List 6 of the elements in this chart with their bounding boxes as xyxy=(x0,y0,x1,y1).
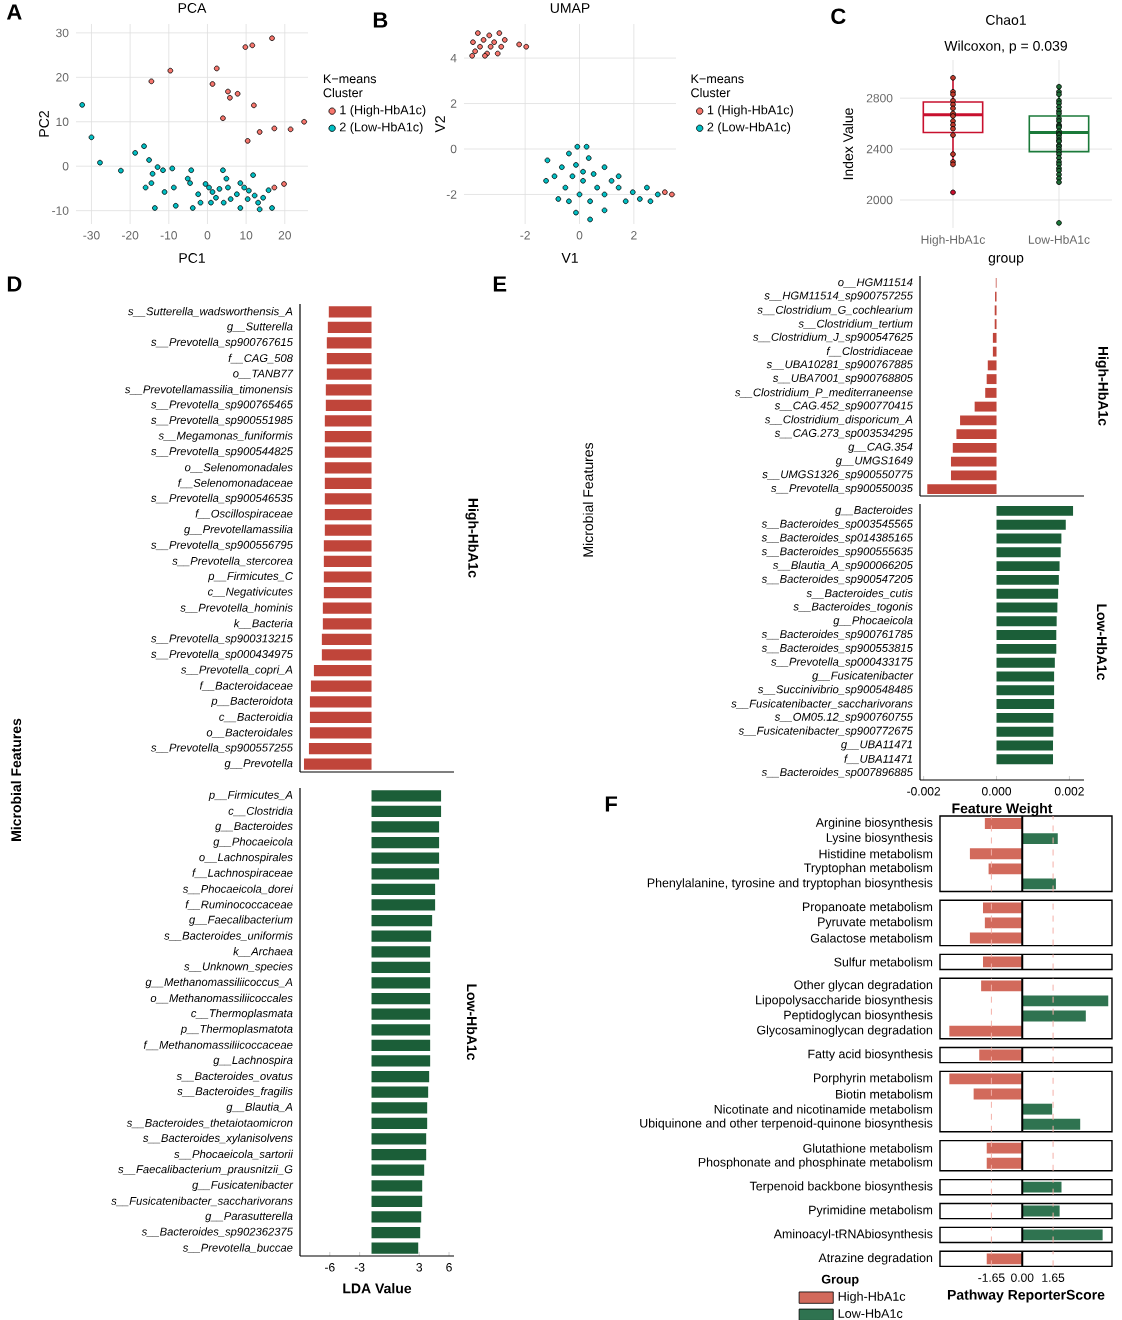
text: F xyxy=(605,796,618,812)
text: D xyxy=(7,276,22,292)
text: E xyxy=(493,276,507,292)
text: B xyxy=(373,12,388,28)
text: A xyxy=(6,4,22,20)
text: C xyxy=(831,8,846,24)
